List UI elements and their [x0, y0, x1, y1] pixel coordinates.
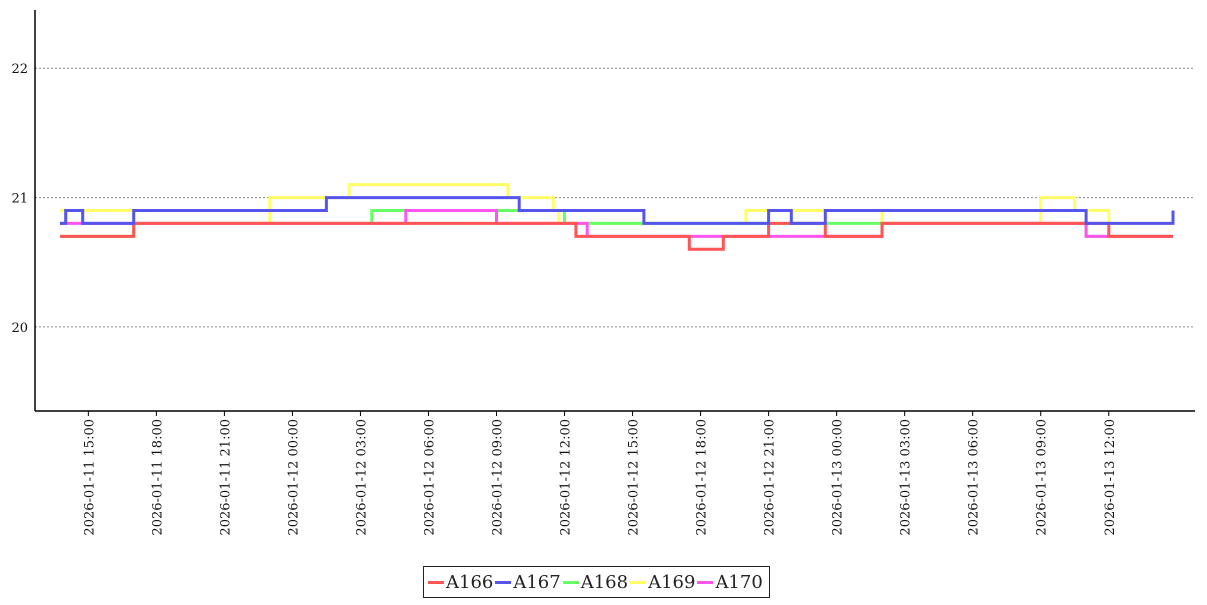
legend-label: A166 [446, 571, 494, 593]
x-tick-label: 2026-01-13 00:00 [831, 419, 846, 536]
x-tick-label: 2026-01-11 15:00 [82, 419, 97, 536]
legend-item-a169: A169 [630, 572, 695, 593]
legend-item-a168: A168 [562, 571, 629, 593]
legend-item-a166: A166 [428, 572, 493, 593]
x-tick-label: 2026-01-11 21:00 [218, 419, 233, 536]
legend-swatch [630, 580, 647, 584]
legend-swatch [428, 580, 444, 584]
x-tick-label: 2026-01-12 06:00 [423, 419, 438, 536]
legend-swatch [495, 580, 512, 584]
x-tick-label: 2026-01-11 18:00 [150, 419, 165, 536]
legend-label: A169 [648, 571, 696, 593]
x-tick-label: 2026-01-12 15:00 [627, 419, 642, 536]
legend-swatch [697, 580, 714, 584]
x-tick-label: 2026-01-12 00:00 [286, 419, 301, 536]
x-tick-label: 2026-01-13 06:00 [967, 419, 982, 536]
legend-item-a167: A167 [495, 571, 561, 593]
legend-item-a170: A170 [697, 571, 763, 593]
legend: A166 A167 A168 A169 A170 [423, 566, 770, 598]
y-tick-label: 22 [11, 62, 28, 77]
series-line-a166 [60, 221, 1173, 251]
x-tick-label: 2026-01-13 03:00 [899, 419, 914, 536]
x-tick-label: 2026-01-12 21:00 [763, 419, 778, 536]
series-line-a169 [60, 183, 1173, 225]
legend-label: A168 [580, 571, 629, 593]
legend-label: A170 [715, 571, 763, 593]
y-tick-label: 20 [11, 321, 28, 336]
x-tick-label: 2026-01-12 18:00 [695, 419, 710, 536]
x-tick-label: 2026-01-13 12:00 [1103, 419, 1118, 536]
x-tick-label: 2026-01-12 09:00 [491, 419, 506, 536]
x-tick-label: 2026-01-12 12:00 [559, 419, 574, 536]
legend-label: A167 [513, 571, 561, 593]
series-line-a167 [60, 196, 1175, 225]
x-tick-label: 2026-01-13 09:00 [1035, 419, 1050, 536]
x-tick-label: 2026-01-12 03:00 [355, 419, 370, 536]
y-tick-label: 21 [11, 192, 28, 207]
legend-swatch [562, 580, 579, 584]
